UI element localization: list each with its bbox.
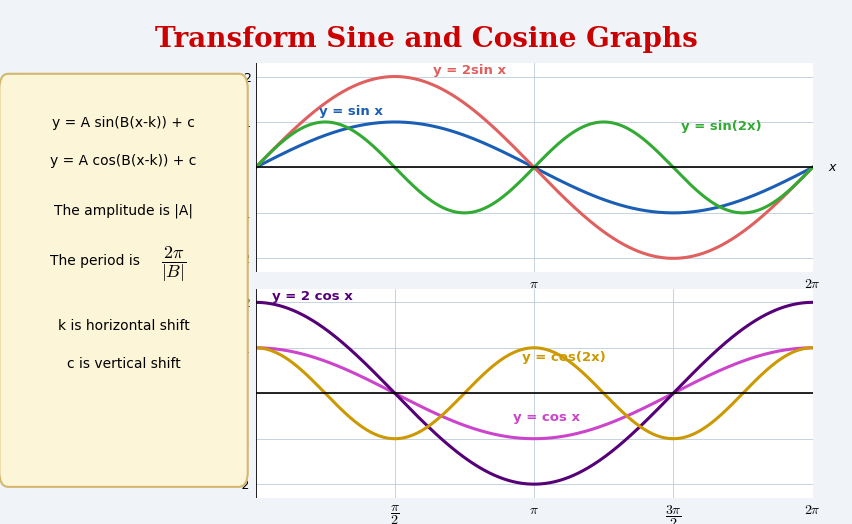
Text: y = sin(2x): y = sin(2x)	[681, 120, 762, 133]
Text: k is horizontal shift: k is horizontal shift	[58, 319, 189, 333]
Text: x: x	[828, 161, 836, 174]
Text: y = 2sin x: y = 2sin x	[433, 64, 506, 77]
Text: Transform Sine and Cosine Graphs: Transform Sine and Cosine Graphs	[154, 26, 698, 53]
Text: y = 2 cos x: y = 2 cos x	[272, 290, 353, 303]
Text: $\dfrac{2\pi}{|B|}$: $\dfrac{2\pi}{|B|}$	[161, 244, 187, 283]
Text: y = A sin(B(x-k)) + c: y = A sin(B(x-k)) + c	[52, 116, 195, 130]
FancyBboxPatch shape	[0, 74, 248, 487]
Text: y = cos(2x): y = cos(2x)	[521, 351, 605, 364]
Text: y = cos x: y = cos x	[513, 411, 579, 424]
Text: The period is: The period is	[50, 254, 140, 268]
Text: y = sin x: y = sin x	[320, 105, 383, 118]
Text: y = A cos(B(x-k)) + c: y = A cos(B(x-k)) + c	[50, 154, 197, 168]
Text: The amplitude is |A|: The amplitude is |A|	[54, 204, 193, 219]
Text: c is vertical shift: c is vertical shift	[66, 357, 181, 371]
